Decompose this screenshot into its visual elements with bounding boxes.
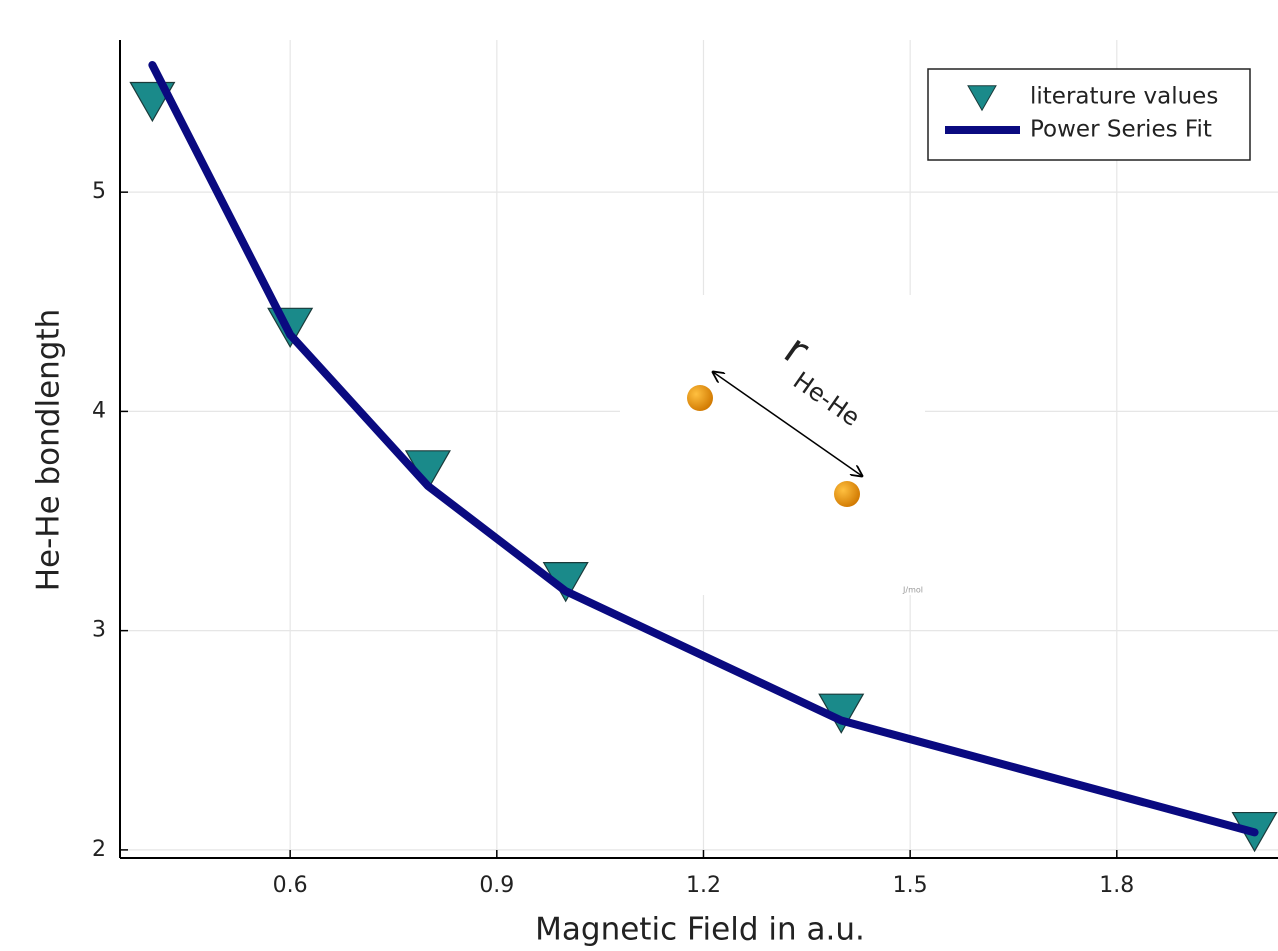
atom bbox=[834, 481, 860, 507]
x-axis-title: Magnetic Field in a.u. bbox=[535, 912, 865, 948]
x-tick-label: 1.8 bbox=[1099, 873, 1134, 898]
legend-label: literature values bbox=[1030, 84, 1218, 110]
fit-line bbox=[148, 60, 1259, 837]
plot-data bbox=[129, 60, 1278, 853]
unit-fragment: J/mol bbox=[902, 586, 923, 595]
distance-arrow bbox=[713, 372, 862, 476]
inset-diagram: r He-He J/mol bbox=[620, 295, 925, 595]
legend-label: Power Series Fit bbox=[1030, 117, 1212, 143]
axes: Magnetic Field in a.u. He-He bondlength … bbox=[31, 40, 1278, 948]
atom bbox=[687, 385, 713, 411]
x-tick-label: 1.2 bbox=[686, 873, 721, 898]
legend-marker bbox=[967, 85, 997, 112]
grid bbox=[120, 40, 1278, 858]
inset-background bbox=[620, 295, 925, 595]
y-tick-label: 5 bbox=[92, 179, 106, 204]
x-tick-label: 1.5 bbox=[893, 873, 928, 898]
legend-box bbox=[927, 68, 1251, 161]
y-tick-label: 4 bbox=[92, 398, 106, 423]
legend: literature values Power Series Fit bbox=[927, 68, 1251, 161]
y-axis-title: He-He bondlength bbox=[31, 309, 67, 592]
y-tick-label: 3 bbox=[92, 618, 106, 643]
x-tick-label: 0.9 bbox=[479, 873, 514, 898]
y-tick-label: 2 bbox=[92, 837, 106, 862]
x-tick-label: 0.6 bbox=[273, 873, 308, 898]
